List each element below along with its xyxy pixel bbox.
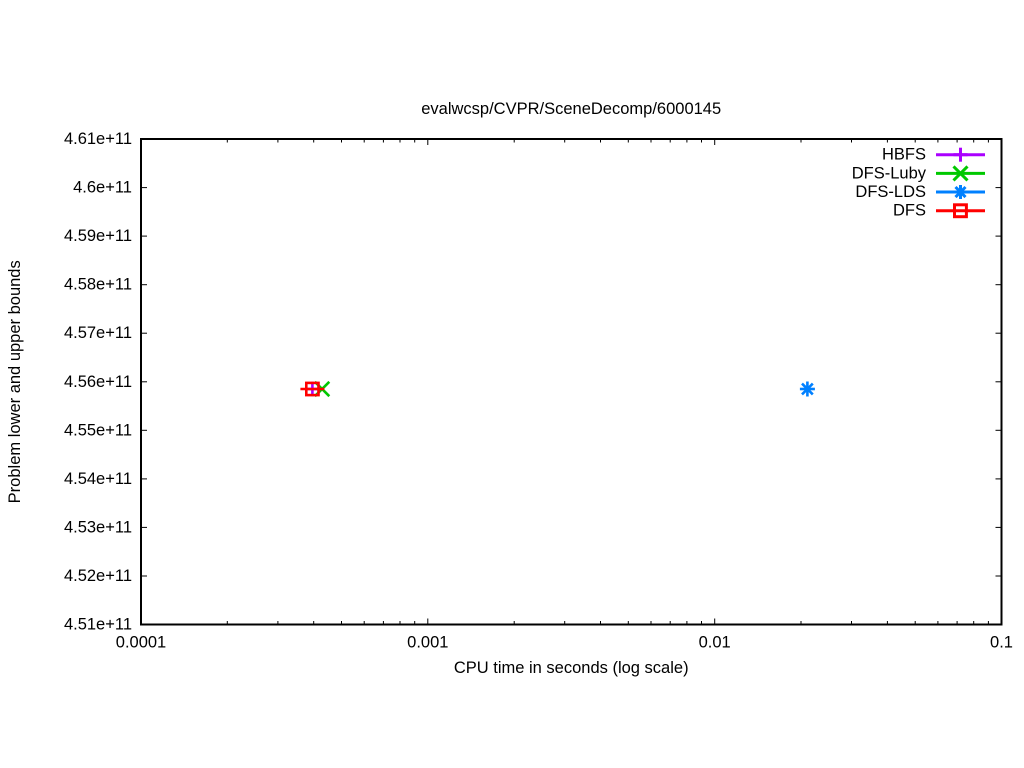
svg-text:DFS-LDS: DFS-LDS: [855, 183, 926, 201]
svg-text:4.52e+11: 4.52e+11: [64, 567, 132, 585]
svg-text:0.001: 0.001: [407, 634, 448, 652]
svg-text:4.6e+11: 4.6e+11: [73, 179, 132, 197]
svg-text:0.1: 0.1: [990, 634, 1013, 652]
svg-text:CPU time in seconds (log scale: CPU time in seconds (log scale): [454, 659, 689, 677]
svg-text:4.58e+11: 4.58e+11: [64, 276, 132, 294]
svg-text:4.53e+11: 4.53e+11: [64, 518, 132, 536]
svg-text:DFS-Luby: DFS-Luby: [852, 164, 927, 182]
svg-text:4.56e+11: 4.56e+11: [64, 373, 132, 391]
svg-text:0.01: 0.01: [699, 634, 731, 652]
svg-text:4.54e+11: 4.54e+11: [64, 470, 132, 488]
svg-text:4.59e+11: 4.59e+11: [64, 227, 132, 245]
svg-text:Problem lower and upper bounds: Problem lower and upper bounds: [6, 260, 24, 503]
svg-text:4.57e+11: 4.57e+11: [64, 324, 132, 342]
svg-text:HBFS: HBFS: [882, 146, 926, 164]
svg-text:4.51e+11: 4.51e+11: [64, 616, 132, 634]
svg-text:DFS: DFS: [893, 202, 926, 220]
svg-text:evalwcsp/CVPR/SceneDecomp/6000: evalwcsp/CVPR/SceneDecomp/6000145: [421, 100, 721, 118]
svg-text:4.55e+11: 4.55e+11: [64, 421, 132, 439]
svg-text:0.0001: 0.0001: [116, 634, 166, 652]
svg-text:4.61e+11: 4.61e+11: [64, 130, 132, 148]
